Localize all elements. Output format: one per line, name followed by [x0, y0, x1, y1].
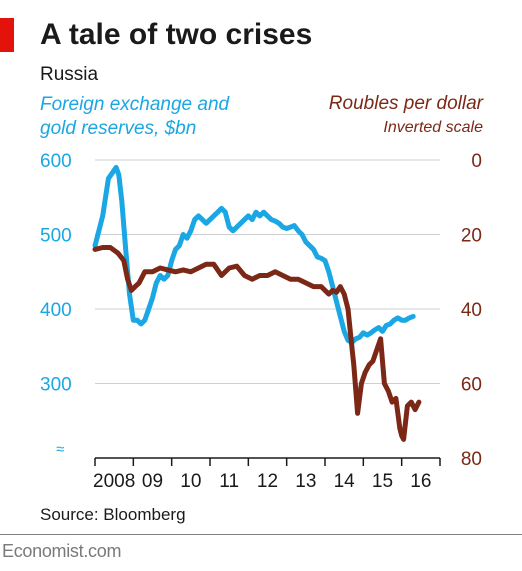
x-tick-label: 09 [142, 471, 163, 492]
x-tick-label: 16 [410, 471, 431, 492]
chart-subtitle: Russia [40, 64, 99, 85]
x-tick-label: 11 [219, 471, 239, 492]
left-tick-label: 600 [40, 151, 72, 172]
source-note: Source: Bloomberg [40, 505, 186, 524]
right-tick-label: 80 [461, 449, 482, 470]
left-tick-label: 300 [40, 375, 72, 396]
series-line-roubles [92, 245, 422, 442]
right-tick-label: 0 [471, 151, 482, 172]
x-tick-label: 15 [372, 471, 393, 492]
right-axis-note: Inverted scale [383, 119, 483, 136]
right-tick-label: 40 [461, 300, 482, 321]
left-axis-label-line1: Foreign exchange and [40, 94, 230, 115]
red-corner-tag [0, 18, 14, 52]
footer-divider [0, 534, 522, 535]
x-tick-label: 12 [257, 471, 278, 492]
right-axis-label: Roubles per dollar [328, 93, 483, 114]
x-tick-label: 10 [180, 471, 201, 492]
publisher-brand: Economist.com [2, 541, 122, 561]
x-tick-label: 13 [295, 471, 316, 492]
right-tick-label: 60 [461, 375, 482, 396]
x-tick-label: 14 [334, 471, 356, 492]
chart-title: A tale of two crises [40, 18, 313, 51]
right-tick-label: 20 [461, 226, 482, 247]
left-axis-label: Foreign exchange and gold reserves, $bn [40, 93, 229, 141]
left-tick-label: 400 [40, 300, 72, 321]
left-tick-label: 500 [40, 226, 72, 247]
series-line-reserves [92, 164, 416, 345]
x-tick-label: 2008 [93, 471, 135, 492]
left-axis-label-line2: gold reserves, $bn [40, 118, 197, 139]
axis-break-icon: ≈ [56, 441, 64, 458]
